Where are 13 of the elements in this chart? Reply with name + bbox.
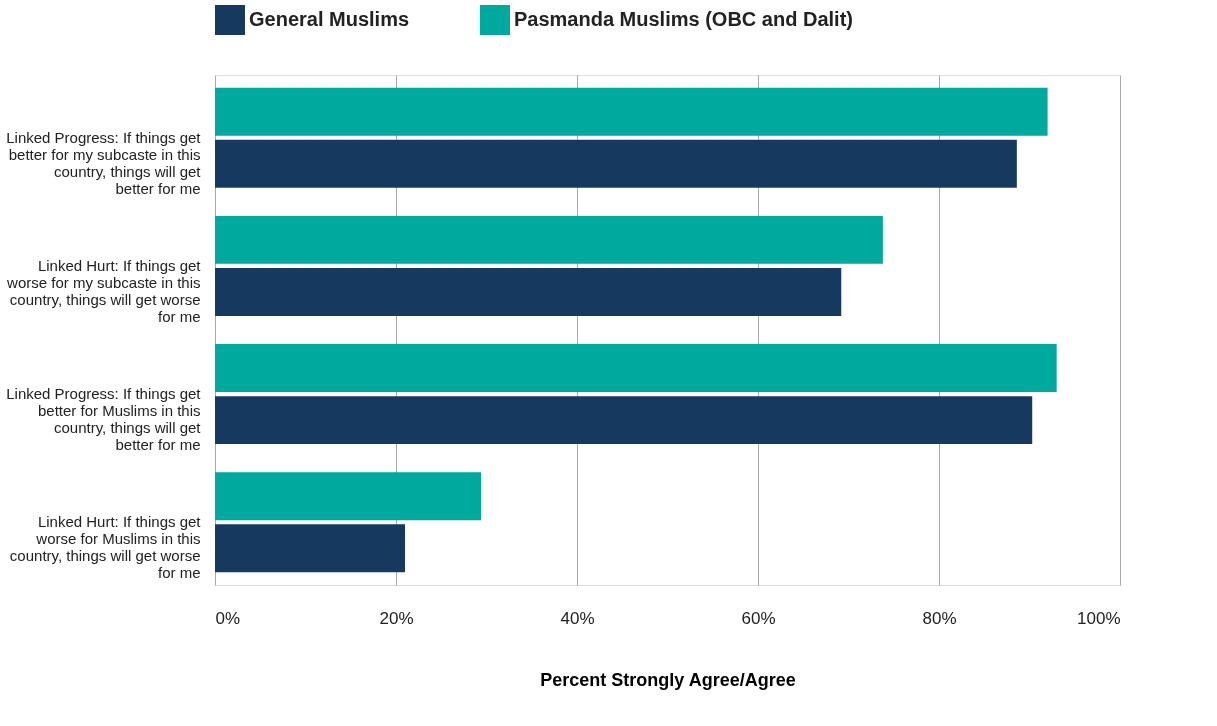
x-tick-label: 40%: [560, 608, 595, 628]
x-tick-label: 20%: [379, 608, 414, 628]
y-tick-label: Linked Progress: If things get better for my subcaste in this country, things will get better for me: [6, 128, 202, 197]
y-tick-label: Linked Progress: If things get better for Muslims in this country, things will get better for me: [6, 385, 202, 454]
x-tick-label: 60%: [741, 608, 776, 628]
y-tick-label: Linked Hurt: If things get worse for my subcaste in this country, things will get worse for me: [6, 256, 202, 325]
legend-label: General Muslims: [249, 8, 410, 30]
x-axis-title: Percent Strongly Agree/Agree: [540, 669, 796, 690]
legend-label: Pasmanda Muslims (OBC and Dalit): [514, 8, 853, 30]
x-tick-label: 100%: [1077, 608, 1121, 628]
y-tick-label: Linked Hurt: If things get worse for Muslims in this country, things will get worse for me: [9, 513, 202, 582]
x-tick-label: 80%: [922, 608, 957, 628]
x-tick-label: 0%: [215, 608, 241, 628]
